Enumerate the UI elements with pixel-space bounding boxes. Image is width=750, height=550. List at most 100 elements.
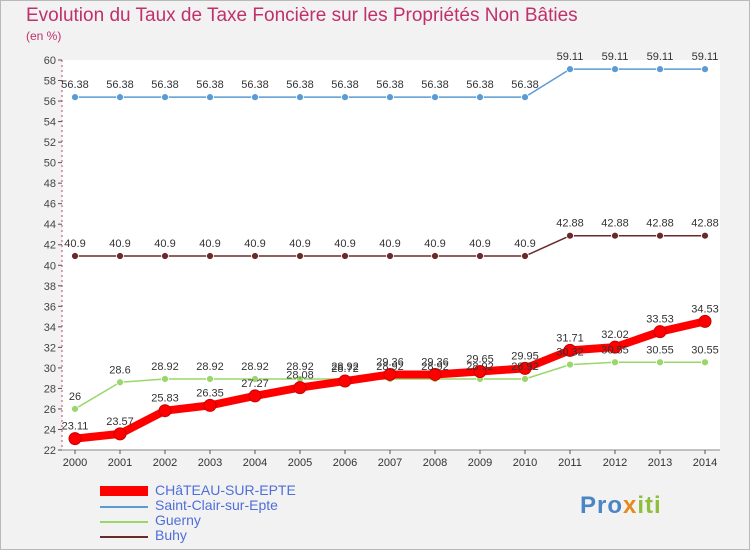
data-point bbox=[386, 252, 394, 260]
data-point bbox=[656, 231, 664, 240]
data-point bbox=[476, 93, 484, 102]
data-label: 56.38 bbox=[106, 79, 134, 91]
data-point bbox=[383, 367, 397, 381]
data-point bbox=[566, 231, 574, 240]
y-tick-label: 50 bbox=[44, 158, 56, 170]
data-label: 30.55 bbox=[691, 344, 719, 356]
data-label: 56.38 bbox=[61, 79, 89, 91]
legend-item-chateau: CHâTEAU-SUR-EPTE bbox=[100, 482, 360, 499]
logo-part-3: iti bbox=[637, 492, 662, 519]
logo-part-2: x bbox=[623, 492, 638, 519]
data-point bbox=[341, 252, 349, 260]
data-label: 28.92 bbox=[376, 361, 404, 373]
data-label: 40.9 bbox=[289, 238, 310, 250]
logo-part-1: Pro bbox=[580, 492, 624, 519]
data-label: 27.27 bbox=[241, 378, 269, 390]
data-label: 56.38 bbox=[286, 79, 314, 91]
data-label: 28.92 bbox=[241, 361, 269, 373]
data-label: 29.95 bbox=[511, 350, 539, 362]
data-label: 32.02 bbox=[601, 329, 629, 341]
data-label: 59.11 bbox=[647, 51, 674, 63]
data-point bbox=[341, 93, 349, 102]
legend: CHâTEAU-SUR-EPTE Saint-Clair-sur-Epte Gu… bbox=[100, 482, 360, 544]
data-label: 30.55 bbox=[646, 344, 674, 356]
y-tick-label: 26 bbox=[44, 404, 56, 416]
data-label: 29.36 bbox=[421, 356, 449, 368]
data-point bbox=[206, 375, 214, 383]
data-point bbox=[563, 343, 577, 357]
data-point bbox=[251, 252, 259, 260]
data-point bbox=[71, 405, 79, 413]
data-label: 25.83 bbox=[151, 393, 179, 405]
data-point bbox=[116, 93, 124, 102]
data-label: 40.9 bbox=[199, 238, 220, 250]
data-point bbox=[113, 427, 127, 441]
data-point bbox=[701, 358, 709, 367]
y-unit-label: (en %) bbox=[26, 29, 62, 43]
data-label: 40.9 bbox=[469, 238, 490, 250]
data-label: 40.9 bbox=[154, 238, 175, 250]
data-point bbox=[116, 252, 124, 260]
data-label: 40.9 bbox=[244, 238, 265, 250]
data-label: 29.36 bbox=[376, 356, 404, 368]
x-tick-label: 2014 bbox=[693, 457, 717, 469]
legend-label-chateau: CHâTEAU-SUR-EPTE bbox=[155, 482, 296, 498]
x-tick-label: 2004 bbox=[243, 457, 267, 469]
data-label: 28.6 bbox=[109, 364, 130, 376]
data-point bbox=[338, 374, 352, 388]
data-label: 28.72 bbox=[331, 363, 359, 375]
data-point bbox=[428, 367, 442, 381]
data-point bbox=[611, 65, 619, 74]
data-point bbox=[251, 375, 259, 383]
data-label: 28.08 bbox=[286, 370, 314, 382]
data-point bbox=[158, 404, 172, 418]
data-label: 26.35 bbox=[196, 387, 224, 399]
data-point bbox=[251, 93, 259, 102]
data-label: 28.92 bbox=[511, 361, 539, 373]
x-tick-label: 2010 bbox=[513, 457, 537, 469]
data-point bbox=[161, 252, 169, 260]
legend-swatch-chateau bbox=[100, 486, 148, 496]
data-label: 59.11 bbox=[557, 51, 584, 63]
data-point bbox=[566, 65, 574, 74]
data-point bbox=[653, 325, 667, 339]
y-tick-label: 54 bbox=[44, 117, 56, 129]
x-tick-label: 2001 bbox=[108, 457, 132, 469]
data-label: 56.38 bbox=[376, 79, 404, 91]
data-label: 40.9 bbox=[514, 238, 535, 250]
data-label: 56.38 bbox=[466, 79, 494, 91]
data-point bbox=[473, 364, 487, 378]
data-label: 30.55 bbox=[601, 344, 629, 356]
data-point bbox=[161, 93, 169, 102]
y-tick-label: 40 bbox=[44, 260, 56, 272]
data-point bbox=[293, 381, 307, 395]
y-tick-label: 22 bbox=[44, 445, 56, 457]
data-label: 33.53 bbox=[646, 314, 674, 326]
y-tick-label: 24 bbox=[44, 424, 56, 436]
x-tick-label: 2003 bbox=[198, 457, 222, 469]
data-point bbox=[566, 360, 574, 369]
data-label: 42.88 bbox=[691, 218, 719, 230]
x-tick-label: 2005 bbox=[288, 457, 312, 469]
data-point bbox=[248, 389, 262, 403]
data-point bbox=[698, 314, 712, 328]
data-label: 30.32 bbox=[556, 347, 584, 359]
data-point bbox=[296, 93, 304, 102]
data-label: 59.11 bbox=[602, 51, 629, 63]
data-point bbox=[71, 93, 79, 102]
data-label: 56.38 bbox=[151, 79, 179, 91]
x-tick-label: 2006 bbox=[333, 457, 357, 469]
data-label: 40.9 bbox=[379, 238, 400, 250]
y-tick-label: 30 bbox=[44, 363, 56, 375]
data-point bbox=[116, 378, 124, 387]
data-point bbox=[611, 358, 619, 367]
data-label: 42.88 bbox=[646, 218, 674, 230]
y-tick-label: 38 bbox=[44, 281, 56, 293]
data-point bbox=[71, 252, 79, 260]
data-point bbox=[656, 65, 664, 74]
data-label: 40.9 bbox=[334, 238, 355, 250]
data-point bbox=[656, 358, 664, 367]
legend-label-saint-clair: Saint-Clair-sur-Epte bbox=[155, 497, 278, 513]
x-tick-label: 2011 bbox=[558, 457, 582, 469]
data-point bbox=[701, 231, 709, 240]
